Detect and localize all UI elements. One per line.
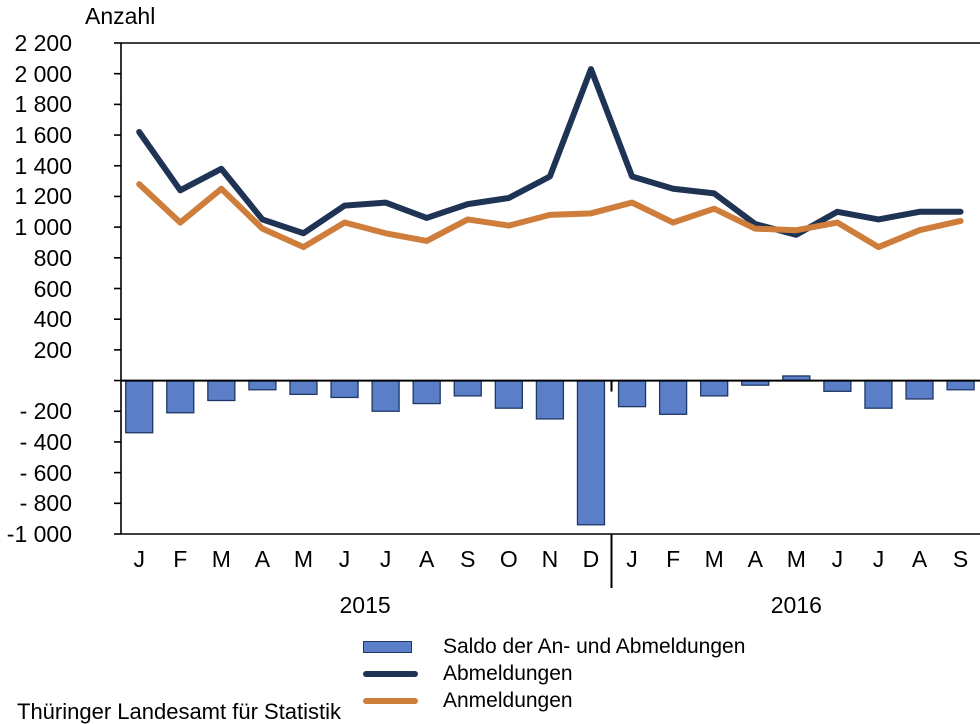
- legend: Saldo der An- und Abmeldungen Abmeldunge…: [363, 633, 745, 714]
- month-label: J: [831, 546, 844, 572]
- y-tick-label: 1 600: [14, 122, 72, 149]
- saldo-bar: [453, 379, 482, 397]
- saldo-bar: [289, 379, 318, 396]
- saldo-bar: [371, 379, 400, 412]
- month-label: J: [626, 546, 638, 572]
- saldo-bar: [576, 379, 606, 526]
- legend-anmeldungen-label: Anmeldungen: [443, 688, 573, 712]
- saldo-bar: [125, 379, 154, 434]
- month-label: J: [872, 546, 885, 572]
- saldo-bar: [412, 379, 441, 405]
- saldo-bar: [617, 379, 647, 408]
- legend-row-anmeldungen: Anmeldungen: [363, 687, 745, 714]
- saldo-bar: [207, 379, 236, 402]
- month-label: M: [293, 546, 314, 572]
- y-tick-label: 600: [33, 275, 72, 302]
- saldo-bar: [946, 379, 975, 391]
- month-label: S: [460, 546, 476, 572]
- saldo-bar: [658, 379, 688, 415]
- month-label: J: [338, 546, 351, 572]
- saldo-bar: [494, 379, 523, 409]
- y-tick-label: 400: [33, 306, 72, 333]
- month-label: F: [173, 546, 188, 572]
- year-label-2016: 2016: [770, 592, 822, 618]
- saldo-bar: [248, 379, 277, 391]
- anmeldungen-line: [136, 181, 964, 251]
- y-tick-label: - 800: [19, 490, 72, 517]
- saldo-bar: [864, 379, 893, 409]
- y-tick-label: 2 200: [14, 30, 72, 56]
- y-tick-label: 2 000: [14, 60, 72, 87]
- month-label: M: [704, 546, 724, 572]
- legend-saldo-label: Saldo der An- und Abmeldungen: [443, 634, 746, 658]
- anmeldungen-line-swatch-icon: [363, 697, 418, 704]
- y-tick-label: -1 000: [6, 521, 72, 547]
- y-tick-label: 1 400: [14, 152, 72, 179]
- abmeldungen-line: [136, 66, 964, 238]
- y-tick-label: 800: [33, 244, 72, 271]
- y-tick-label: - 400: [19, 428, 72, 455]
- legend-row-abmeldungen: Abmeldungen: [363, 660, 745, 687]
- saldo-bar: [905, 379, 934, 400]
- legend-abmeldungen-label: Abmeldungen: [443, 661, 573, 685]
- month-label: A: [254, 546, 271, 572]
- saldo-bar: [535, 379, 565, 420]
- legend-row-saldo: Saldo der An- und Abmeldungen: [363, 633, 745, 660]
- month-label: M: [211, 546, 231, 572]
- month-label: J: [133, 546, 145, 572]
- month-label: O: [499, 546, 518, 572]
- month-label: A: [747, 546, 763, 572]
- y-tick-label: 1 000: [14, 214, 72, 241]
- saldo-bar: [166, 379, 195, 414]
- y-tick-label: - 200: [19, 398, 72, 425]
- month-label: S: [952, 546, 969, 572]
- y-tick-label: - 600: [19, 459, 72, 486]
- y-tick-label: 1 200: [14, 183, 72, 210]
- saldo-bar: [700, 379, 729, 397]
- month-label: A: [911, 546, 928, 572]
- year-label-2015: 2015: [339, 592, 391, 618]
- saldo-bar: [823, 379, 852, 392]
- y-tick-label: 200: [33, 336, 72, 363]
- abmeldungen-line-swatch-icon: [363, 670, 418, 677]
- month-label: A: [419, 546, 435, 572]
- saldo-bar-swatch-icon: [363, 640, 412, 653]
- y-axis-title: Anzahl: [85, 3, 156, 29]
- month-label: J: [379, 546, 392, 572]
- y-tick-label: 1 800: [14, 91, 72, 118]
- saldo-bar: [330, 379, 359, 399]
- month-label: N: [541, 546, 559, 572]
- month-label: F: [666, 546, 681, 572]
- month-label: M: [786, 546, 806, 572]
- month-label: D: [582, 546, 600, 572]
- source-attribution: Thüringer Landesamt für Statistik: [17, 699, 342, 724]
